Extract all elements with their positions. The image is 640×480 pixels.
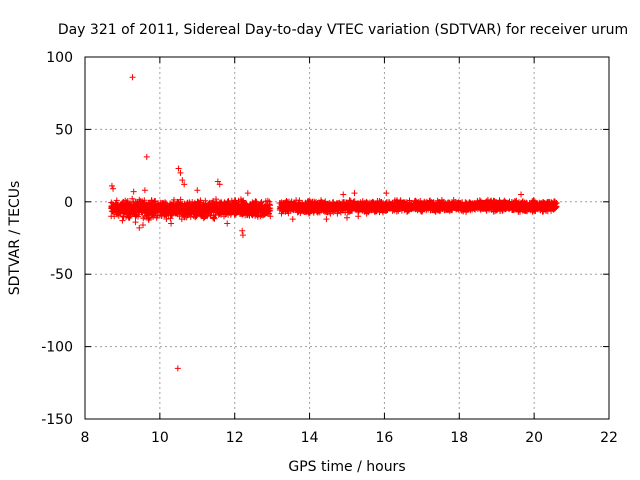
x-axis-label: GPS time / hours bbox=[288, 459, 405, 475]
outlier-point-22 bbox=[224, 220, 231, 227]
outlier-point-21 bbox=[168, 220, 175, 227]
outlier-point-15 bbox=[239, 227, 246, 234]
outlier-point-2 bbox=[174, 365, 181, 372]
outlier-point-26 bbox=[344, 214, 350, 221]
grid bbox=[85, 57, 609, 419]
outlier-point-13 bbox=[194, 187, 201, 194]
outlier-point-4 bbox=[177, 169, 184, 176]
y-axis-label: SDTVAR / TECUs bbox=[7, 181, 23, 296]
dense-band-marks-1 bbox=[276, 197, 388, 217]
outlier-point-29 bbox=[340, 191, 347, 198]
y-tick-label--150: -150 bbox=[41, 412, 73, 428]
x-tick-label-22: 22 bbox=[600, 430, 618, 446]
outlier-point-3 bbox=[175, 165, 182, 172]
y-tick-label--100: -100 bbox=[41, 340, 73, 356]
outlier-point-25 bbox=[323, 216, 330, 223]
outlier-point-8 bbox=[110, 185, 117, 192]
x-tick-label-8: 8 bbox=[81, 430, 90, 446]
y-tick-label--50: -50 bbox=[50, 267, 73, 283]
outlier-point-27 bbox=[355, 213, 362, 220]
outlier-point-18 bbox=[132, 219, 139, 226]
x-tick-label-12: 12 bbox=[226, 430, 244, 446]
outlier-point-7 bbox=[108, 182, 115, 189]
outlier-point-6 bbox=[181, 181, 188, 188]
outlier-point-30 bbox=[383, 190, 390, 197]
x-tick-label-18: 18 bbox=[450, 430, 468, 446]
outlier-point-24 bbox=[289, 216, 296, 223]
outlier-point-16 bbox=[239, 232, 246, 239]
plot-frame bbox=[84, 56, 610, 420]
y-tick-label-100: 100 bbox=[46, 50, 73, 66]
outlier-point-1 bbox=[143, 153, 150, 160]
x-tick-label-20: 20 bbox=[525, 430, 543, 446]
y-tick-label-0: 0 bbox=[64, 195, 73, 211]
outlier-point-0 bbox=[129, 74, 136, 81]
x-tick-label-16: 16 bbox=[376, 430, 394, 446]
dense-band-marks-0 bbox=[108, 195, 274, 223]
outlier-point-20 bbox=[140, 221, 147, 228]
x-tick-label-10: 10 bbox=[151, 430, 169, 446]
outlier-point-28 bbox=[351, 190, 358, 197]
y-tick-label-50: 50 bbox=[55, 122, 73, 138]
dense-band-marks-2 bbox=[381, 196, 560, 216]
dense-band-0 bbox=[108, 195, 274, 223]
outlier-point-23 bbox=[108, 213, 115, 220]
dense-band-1 bbox=[276, 197, 388, 217]
outlier-point-5 bbox=[179, 177, 186, 184]
outlier-point-19 bbox=[136, 224, 143, 231]
dense-band-2 bbox=[381, 196, 560, 216]
outlier-point-31 bbox=[518, 191, 525, 198]
axis-ticks: 8 10 12 14 16 18 20 22 -150 -100 -50 0 50 100 bbox=[41, 50, 618, 446]
x-tick-label-14: 14 bbox=[301, 430, 319, 446]
outlier-point-10 bbox=[141, 187, 148, 194]
chart-title: Day 321 of 2011, Sidereal Day-to-day VTE… bbox=[58, 22, 628, 38]
outlier-point-12 bbox=[216, 181, 223, 188]
outlier-point-14 bbox=[244, 190, 251, 197]
outlier-point-9 bbox=[130, 188, 137, 195]
outlier-point-17 bbox=[119, 217, 126, 224]
data-points bbox=[108, 74, 560, 372]
